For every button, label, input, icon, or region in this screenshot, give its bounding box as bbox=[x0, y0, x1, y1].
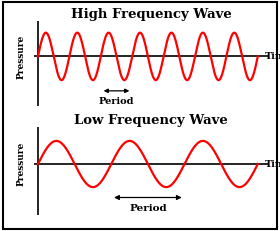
Title: High Frequency Wave: High Frequency Wave bbox=[71, 8, 232, 21]
Text: Pressure: Pressure bbox=[17, 142, 26, 186]
Text: Time: Time bbox=[264, 160, 280, 168]
Text: Period: Period bbox=[129, 204, 167, 213]
Text: Pressure: Pressure bbox=[17, 34, 26, 79]
Title: Low Frequency Wave: Low Frequency Wave bbox=[74, 114, 228, 127]
Text: Time: Time bbox=[264, 52, 280, 61]
Text: Period: Period bbox=[99, 97, 134, 106]
